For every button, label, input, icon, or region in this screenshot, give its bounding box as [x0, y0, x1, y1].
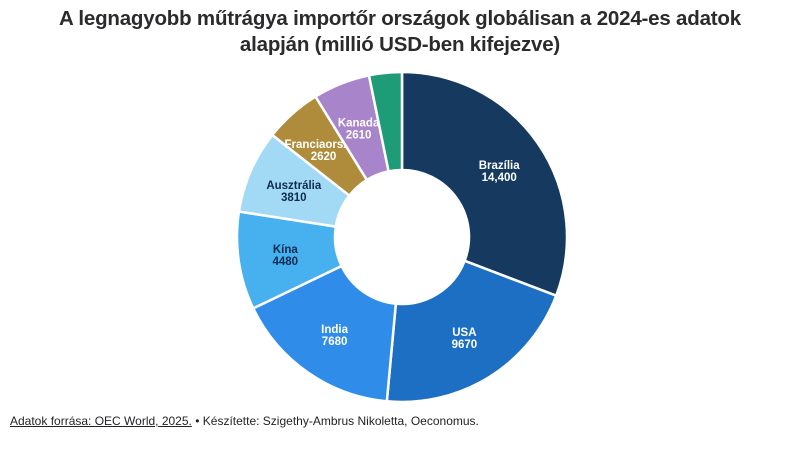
- footer-credit: Készítette: Szigethy-Ambrus Nikoletta, O…: [202, 414, 479, 428]
- footer: Adatok forrása: OEC World, 2025. • Készí…: [10, 413, 790, 429]
- source-link[interactable]: Adatok forrása: OEC World, 2025.: [10, 414, 192, 428]
- slice-label-kina: Kína 4480: [273, 244, 299, 268]
- slice-label-ausztralia: Ausztrália 3810: [266, 180, 322, 204]
- chart-title-line1: A legnagyobb műtrágya importőr országok …: [59, 7, 741, 30]
- chart-title-line2: alapján (millió USD-ben kifejezve): [239, 33, 561, 56]
- donut-slice-india: [251, 264, 398, 403]
- slice-label-kanada: Kanada 2610: [338, 117, 380, 141]
- slice-label-india: India 7680: [321, 324, 348, 348]
- slice-label-usa: USA 9670: [452, 327, 478, 351]
- donut-slice-unlabeled: [367, 70, 404, 173]
- chart-title: A legnagyobb műtrágya importőr országok …: [0, 6, 800, 58]
- footer-separator: •: [195, 414, 200, 428]
- slice-label-brazilia: Brazília 14,400: [479, 160, 521, 184]
- donut-slice-brazilia: [400, 70, 569, 297]
- donut-slice-usa: [385, 259, 558, 404]
